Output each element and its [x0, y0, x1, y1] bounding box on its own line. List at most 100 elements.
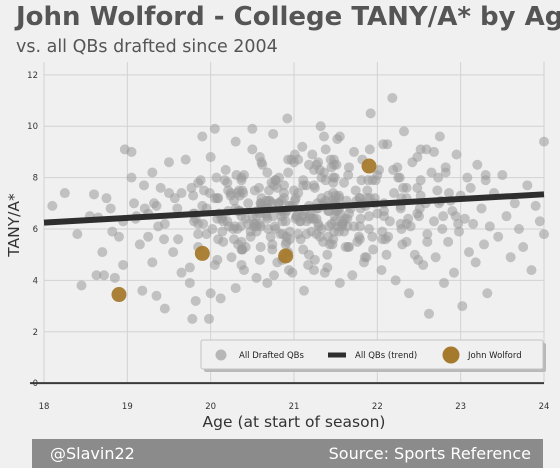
data-point	[273, 198, 284, 209]
data-point	[449, 267, 459, 278]
y-tick-label: 4	[33, 276, 38, 286]
data-point	[263, 224, 274, 234]
data-point	[398, 182, 409, 193]
data-point	[211, 172, 222, 183]
data-point	[188, 190, 199, 201]
data-point	[443, 236, 454, 247]
data-point	[365, 108, 376, 119]
data-point	[401, 236, 412, 247]
data-point	[256, 157, 267, 168]
data-point	[262, 277, 273, 288]
y-tick-labels: 0 2 4 6 8 10 12	[27, 71, 38, 389]
data-point	[323, 231, 334, 242]
data-point	[464, 247, 474, 258]
data-point	[376, 265, 387, 276]
chart-subtitle: vs. all QBs drafted since 2004	[16, 37, 278, 57]
y-tick-label: 12	[27, 71, 38, 81]
trend-line	[43, 191, 545, 226]
data-point	[319, 131, 329, 142]
data-point	[126, 146, 137, 157]
data-point	[190, 295, 201, 306]
data-point	[89, 189, 99, 200]
data-point	[198, 218, 209, 229]
data-point	[304, 159, 314, 170]
data-point	[204, 313, 214, 324]
x-tick-label: 22	[372, 402, 383, 412]
y-tick-label: 0	[33, 379, 38, 389]
data-point	[364, 144, 375, 155]
y-tick-label: 10	[27, 122, 38, 132]
data-point	[205, 288, 216, 299]
data-point	[172, 203, 183, 214]
data-point	[59, 188, 70, 199]
legend-swatch-wolford	[442, 346, 460, 364]
data-point	[526, 265, 537, 276]
data-point	[482, 288, 493, 299]
data-point	[451, 149, 462, 160]
legend: All Drafted QBs All QBs (trend) John Wol…	[200, 339, 546, 372]
data-point	[139, 180, 149, 191]
data-point	[412, 152, 423, 163]
data-point	[91, 270, 102, 281]
data-point	[381, 249, 392, 260]
data-point	[147, 257, 158, 268]
data-point	[454, 226, 464, 237]
data-point	[480, 170, 491, 181]
data-point	[322, 249, 333, 260]
data-point	[268, 128, 279, 139]
data-point	[307, 149, 318, 160]
data-point	[364, 224, 374, 234]
data-point	[434, 131, 445, 142]
data-point	[378, 139, 389, 150]
data-point	[352, 236, 363, 247]
data-point	[217, 226, 228, 237]
data-point	[129, 198, 139, 209]
data-point	[476, 203, 487, 214]
data-point	[444, 188, 454, 199]
data-point	[277, 216, 288, 227]
source-credit: Source: Sports Reference	[328, 444, 531, 463]
data-point	[295, 234, 306, 245]
data-point	[412, 182, 423, 193]
x-tick-label: 21	[289, 402, 300, 412]
data-point	[514, 224, 524, 234]
chart-title: John Wolford - College TANY/A* by Age	[16, 2, 560, 32]
data-point	[159, 234, 169, 245]
data-point	[228, 224, 239, 234]
data-point	[159, 303, 170, 314]
data-point	[114, 231, 124, 242]
data-point	[293, 154, 304, 165]
wolford-point	[111, 287, 127, 303]
data-point	[176, 267, 187, 278]
data-point	[207, 224, 218, 234]
data-point	[216, 213, 227, 224]
data-point	[429, 216, 439, 227]
data-point	[143, 231, 154, 242]
data-point	[169, 193, 180, 204]
data-point	[350, 185, 361, 196]
data-point	[299, 285, 309, 296]
data-point	[269, 270, 279, 281]
data-point	[493, 231, 504, 242]
data-point	[151, 290, 162, 301]
data-point	[193, 177, 204, 188]
data-point	[254, 254, 265, 265]
data-point	[76, 280, 87, 291]
data-point	[97, 247, 108, 258]
data-point	[364, 211, 374, 222]
legend-label-all-qbs: All Drafted QBs	[239, 351, 305, 361]
data-point	[243, 198, 254, 209]
data-point	[226, 252, 237, 263]
data-point	[155, 182, 166, 193]
data-point	[334, 131, 345, 142]
data-point	[367, 231, 378, 242]
data-point	[334, 208, 345, 219]
data-point	[212, 254, 223, 265]
legend-label-wolford: John Wolford	[467, 351, 522, 361]
data-point	[394, 172, 405, 183]
data-point	[105, 203, 116, 214]
data-point	[324, 239, 335, 250]
data-point	[440, 167, 451, 178]
data-point	[470, 257, 481, 268]
data-point	[347, 270, 358, 281]
